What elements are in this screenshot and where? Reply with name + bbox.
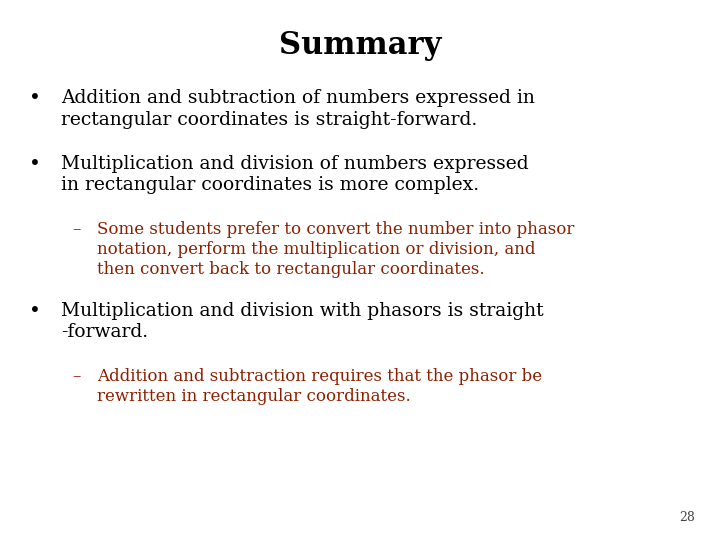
Text: •: • [29, 89, 40, 108]
Text: 28: 28 [679, 511, 695, 524]
Text: Addition and subtraction of numbers expressed in
rectangular coordinates is stra: Addition and subtraction of numbers expr… [61, 89, 535, 129]
Text: •: • [29, 155, 40, 174]
Text: Some students prefer to convert the number into phasor
notation, perform the mul: Some students prefer to convert the numb… [97, 221, 575, 278]
Text: Multiplication and division with phasors is straight
-forward.: Multiplication and division with phasors… [61, 302, 544, 341]
Text: •: • [29, 302, 40, 321]
Text: Addition and subtraction requires that the phasor be
rewritten in rectangular co: Addition and subtraction requires that t… [97, 368, 542, 405]
Text: Summary: Summary [279, 30, 441, 60]
Text: –: – [72, 221, 81, 238]
Text: –: – [72, 368, 81, 384]
Text: Multiplication and division of numbers expressed
in rectangular coordinates is m: Multiplication and division of numbers e… [61, 155, 528, 194]
